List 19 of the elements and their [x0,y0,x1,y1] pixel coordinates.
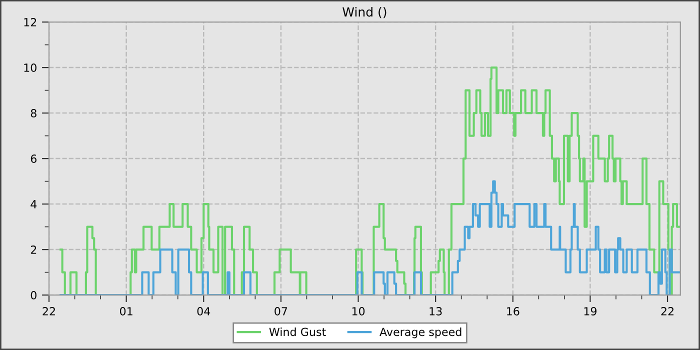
legend-label: Wind Gust [269,327,326,336]
x-tick-label: 22 [661,307,674,316]
x-tick-label: 10 [352,307,365,316]
y-tick-label: 0 [30,291,36,300]
y-tick-label: 4 [30,200,37,208]
x-tick-label: 07 [274,307,288,316]
x-tick-label: 22 [42,307,55,316]
y-tick-label: 12 [24,18,36,26]
x-tick-label: 04 [197,307,210,316]
legend-label: Average speed [380,327,462,338]
y-tick-label: 2 [30,246,36,254]
x-tick-label: 13 [430,307,442,316]
y-tick-label: 6 [30,154,36,163]
x-tick-label: 19 [584,307,596,316]
y-tick-label: 10 [24,64,36,72]
x-tick-label: 01 [120,307,132,316]
x-tick-label: 16 [507,307,520,316]
y-tick-label: 8 [30,109,36,118]
chart-title: Wind () [342,6,386,18]
